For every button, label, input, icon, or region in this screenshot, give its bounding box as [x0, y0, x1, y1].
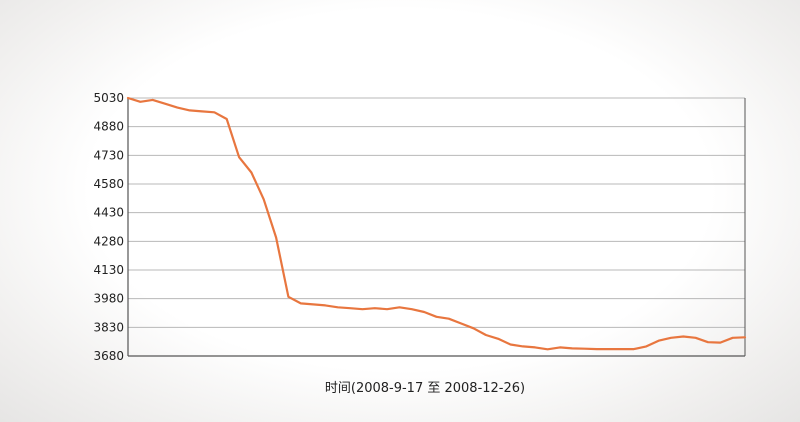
y-tick-label: 4130	[93, 263, 124, 277]
x-axis-label: 时间(2008-9-17 至 2008-12-26)	[325, 381, 525, 396]
y-tick-label: 4730	[93, 148, 124, 162]
y-tick-label: 4430	[93, 206, 124, 220]
y-axis-ticks: 5030 4880 4730 4580 4430 4280 4130 3980 3830 3680	[93, 91, 124, 363]
axes	[127, 98, 746, 357]
y-tick-label: 3830	[93, 320, 124, 334]
y-tick-label: 5030	[93, 91, 124, 105]
y-tick-label: 4580	[93, 177, 124, 191]
y-tick-label: 3680	[93, 349, 124, 363]
y-tick-label: 4880	[93, 120, 124, 134]
y-tick-label: 3980	[93, 292, 124, 306]
series-line	[126, 96, 747, 351]
y-tick-label: 4280	[93, 234, 124, 248]
